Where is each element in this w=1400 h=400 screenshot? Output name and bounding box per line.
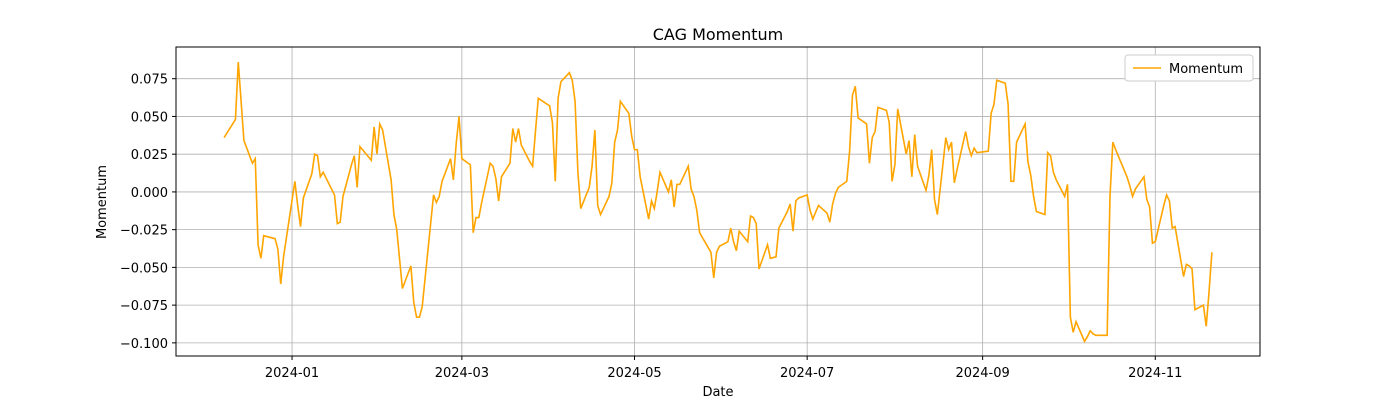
y-tick-label: −0.100 [120,337,168,352]
y-tick-label: 0.000 [131,186,168,201]
y-tick-label: −0.075 [120,299,168,314]
y-tick-label: −0.025 [120,224,168,239]
x-tick-label: 2024-11 [1128,366,1182,381]
y-tick-label: −0.050 [120,261,168,276]
x-tick-label: 2024-03 [435,366,489,381]
data-line [223,62,1213,344]
legend-box [1124,54,1254,82]
x-tick-label: 2024-07 [780,366,834,381]
plot-frame [175,46,1261,357]
y-tick-label: 0.075 [131,73,168,88]
x-axis-label: Date [702,385,733,400]
y-axis-label: Momentum [95,165,110,239]
y-tick-label: 0.025 [131,148,168,163]
x-tick-label: 2024-05 [607,366,661,381]
legend-label: Momentum [1169,62,1243,77]
x-tick-label: 2024-01 [265,366,319,381]
y-tick-label: 0.050 [131,110,168,125]
x-tick-label: 2024-09 [955,366,1009,381]
chart-title: CAG Momentum [653,25,783,44]
